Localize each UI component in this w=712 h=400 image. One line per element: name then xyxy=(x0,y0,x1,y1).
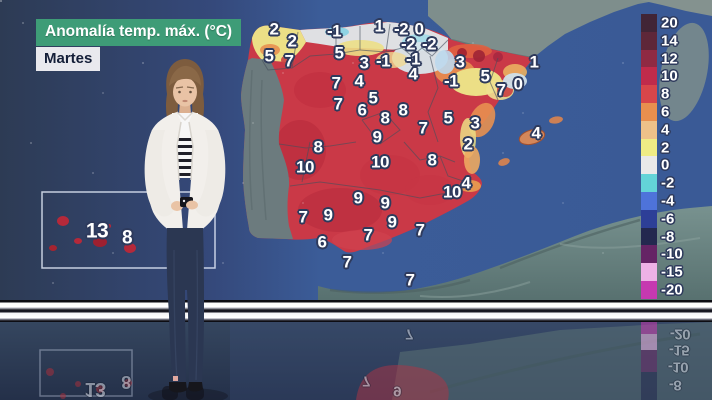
spain-anomaly-map xyxy=(0,0,712,302)
presenter-blazer xyxy=(144,111,226,230)
presenter-shoes xyxy=(169,382,203,393)
region-borders xyxy=(261,23,499,199)
portugal-landmass xyxy=(241,58,293,239)
snow-speckles xyxy=(0,0,2,2)
island-terrain xyxy=(659,22,709,122)
floor-reflection xyxy=(39,322,712,400)
presenter-face xyxy=(173,77,197,107)
presenter-jeans xyxy=(166,228,204,382)
studio-floor: -20 -15 -10 -8 7 7 9 13 8 xyxy=(0,322,712,400)
title-block: Anomalía temp. máx. (°C) Martes xyxy=(36,19,242,71)
anomaly-shading xyxy=(252,22,527,250)
balearic-islands xyxy=(498,116,563,166)
day-label: Martes xyxy=(36,46,101,71)
wall-light-strip xyxy=(0,300,712,322)
video-wall-map xyxy=(0,0,712,302)
canary-inset xyxy=(41,191,216,269)
page-title: Anomalía temp. máx. (°C) xyxy=(36,19,242,46)
presenter xyxy=(144,59,226,393)
africa-terrain xyxy=(318,206,712,302)
